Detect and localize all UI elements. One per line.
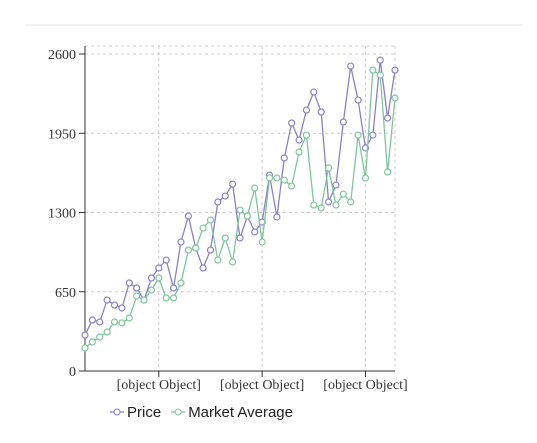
data-point <box>310 201 318 209</box>
data-point <box>184 212 192 220</box>
y-tick-label: 1300 <box>48 207 76 222</box>
data-point <box>384 114 392 122</box>
data-point <box>391 66 399 74</box>
data-point <box>273 174 281 182</box>
data-point <box>221 234 229 242</box>
data-point <box>169 284 178 292</box>
data-point <box>339 190 347 198</box>
data-point <box>236 206 244 214</box>
data-point <box>162 256 170 264</box>
data-point <box>110 301 119 309</box>
data-point <box>236 234 244 242</box>
data-point <box>199 264 207 272</box>
data-point <box>332 201 340 209</box>
data-point <box>273 213 281 221</box>
data-point <box>384 168 392 176</box>
y-tick-label: 650 <box>55 286 76 301</box>
data-point <box>310 88 318 96</box>
data-point <box>192 244 200 252</box>
data-point <box>147 286 156 294</box>
data-point <box>280 154 288 162</box>
data-point <box>147 274 156 282</box>
data-point <box>118 319 126 327</box>
data-point <box>369 131 377 139</box>
data-point <box>125 279 133 287</box>
data-point <box>354 96 362 104</box>
data-point <box>118 304 126 312</box>
data-point <box>229 180 237 188</box>
data-point <box>103 296 111 304</box>
data-point <box>133 284 141 292</box>
legend-marker <box>113 408 121 416</box>
data-point <box>155 264 163 272</box>
data-point <box>376 71 384 79</box>
data-point <box>391 94 399 102</box>
data-point <box>280 176 288 184</box>
data-point <box>251 184 259 192</box>
x-tick-label: [object Object] <box>220 378 304 393</box>
data-point <box>229 258 237 266</box>
data-point <box>324 164 333 172</box>
y-tick-label: 1950 <box>48 127 76 142</box>
data-point <box>110 318 119 326</box>
data-point <box>214 198 222 206</box>
data-point <box>81 331 89 339</box>
data-point <box>177 279 185 287</box>
data-point <box>199 224 207 232</box>
data-point <box>184 246 192 254</box>
x-tick-label: [object Object] <box>323 378 407 393</box>
data-point <box>347 62 355 70</box>
data-point <box>354 131 362 139</box>
legend-label: Market Average <box>188 404 293 421</box>
data-point <box>96 333 104 341</box>
data-point <box>295 148 303 156</box>
data-point <box>140 296 148 304</box>
data-point <box>302 106 311 114</box>
data-point <box>361 174 370 182</box>
data-point <box>324 198 333 206</box>
data-point <box>177 238 185 246</box>
y-tick-label: 0 <box>69 365 76 380</box>
y-tick-label: 2600 <box>48 48 76 63</box>
data-point <box>288 182 296 190</box>
data-point <box>258 238 266 246</box>
data-point <box>214 256 222 264</box>
data-point <box>169 294 178 302</box>
data-point <box>88 338 96 346</box>
legend-marker <box>174 408 182 416</box>
data-point <box>88 316 96 324</box>
data-point <box>81 344 89 352</box>
data-point <box>265 174 274 182</box>
data-point <box>206 246 215 254</box>
data-point <box>332 181 340 189</box>
data-point <box>162 294 170 302</box>
x-tick-label: [object Object] <box>117 378 201 393</box>
data-point <box>243 212 251 220</box>
data-point <box>206 216 215 224</box>
data-point <box>317 108 325 116</box>
data-point <box>133 292 141 300</box>
data-point <box>369 66 377 74</box>
data-point <box>96 318 104 326</box>
data-point <box>251 228 259 236</box>
data-point <box>347 198 355 206</box>
data-point <box>376 56 384 64</box>
series-line <box>84 60 396 336</box>
data-point <box>125 314 133 322</box>
data-point <box>339 118 347 126</box>
legend-label: Price <box>127 404 161 421</box>
data-point <box>288 119 296 127</box>
data-point <box>302 131 311 139</box>
data-point <box>155 274 163 282</box>
data-point <box>221 192 229 200</box>
data-point <box>295 136 303 144</box>
data-point <box>317 204 325 212</box>
data-point <box>103 328 111 336</box>
